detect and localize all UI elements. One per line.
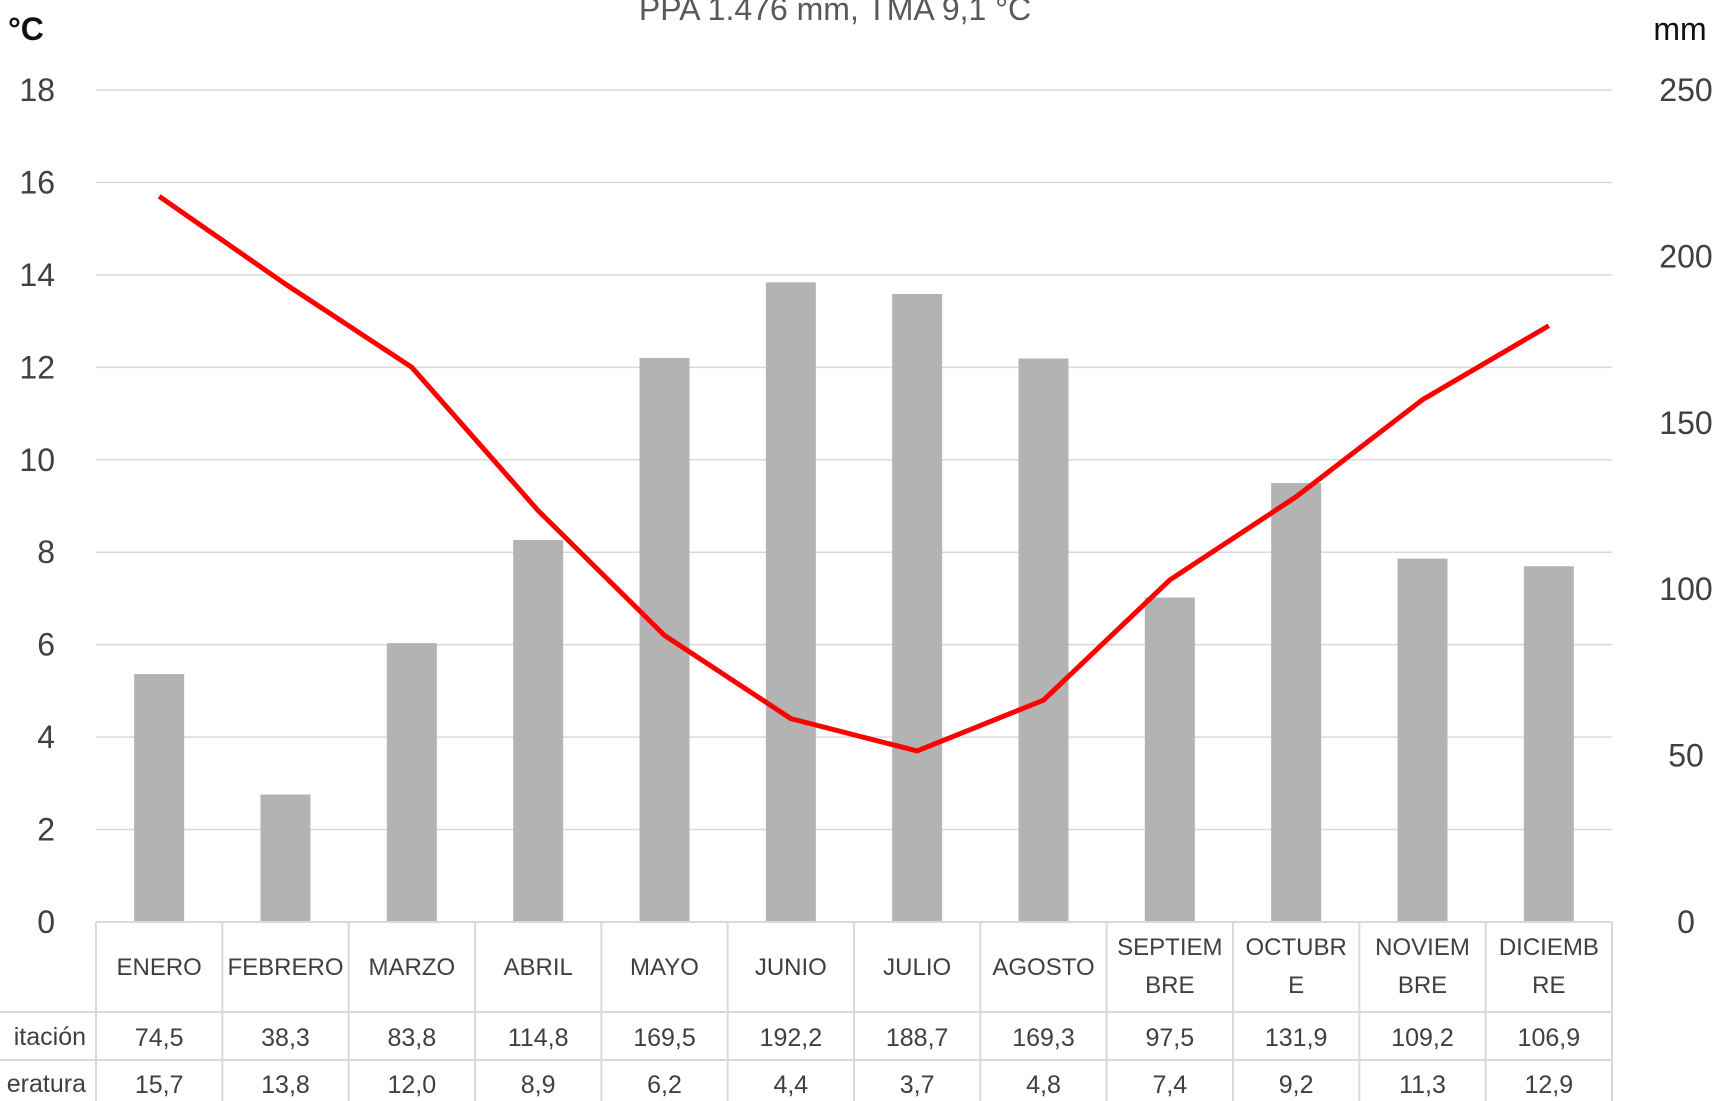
precipitation-bars [134,282,1574,923]
category-label: MARZO [368,954,455,981]
temperature-value: 4,8 [1026,1071,1061,1099]
precipitation-bar [892,294,943,922]
precipitation-value: 169,3 [1012,1024,1075,1052]
category-label: JUNIO [755,954,827,981]
precipitation-bar [1523,566,1574,922]
temperature-value: 9,2 [1279,1071,1314,1099]
temperature-value: 4,4 [773,1071,808,1099]
category-label: BRE [1398,972,1447,999]
left-axis-unit: °C [8,11,44,47]
precipitation-value: 83,8 [387,1024,436,1052]
temperature-line-group [157,194,1551,754]
category-label: JULIO [883,954,951,981]
temperature-value: 12,9 [1524,1071,1573,1099]
category-label: ENERO [116,954,201,981]
precipitation-bar [1271,483,1322,922]
temperature-value: 15,7 [135,1071,184,1099]
right-tick-label: 150 [1659,405,1712,441]
temperature-value: 8,9 [521,1071,556,1099]
left-tick-label: 12 [19,349,55,385]
temperature-value: 6,2 [647,1071,682,1099]
temperature-value: 13,8 [261,1071,310,1099]
left-tick-label: 2 [37,812,55,848]
precipitation-bar [134,674,185,922]
precipitation-bar [765,282,816,922]
temperature-value: 3,7 [900,1071,935,1099]
category-label: NOVIEM [1375,934,1470,961]
left-tick-label: 4 [37,719,55,755]
right-tick-label: 200 [1659,238,1712,274]
left-tick-label: 0 [37,904,55,940]
right-tick-label: 250 [1659,72,1712,108]
precipitation-bar [1397,558,1448,922]
precipitation-value: 109,2 [1391,1024,1454,1052]
precipitation-bar [639,357,690,922]
precipitation-value: 38,3 [261,1024,310,1052]
precipitation-bar [260,794,311,922]
temperature-value: 11,3 [1399,1071,1446,1099]
row-label-temperature: eratura [7,1070,86,1098]
right-axis-unit: mm [1653,11,1706,47]
precipitation-bar [1018,358,1069,923]
left-tick-label: 8 [37,534,55,570]
left-tick-label: 14 [19,257,55,293]
category-label: MAYO [630,954,699,981]
data-table: ENERO FEBRERO MARZO ABRIL MAYO JUNIO JULIO AGOS… [0,921,1613,1101]
precipitation-value: 131,9 [1265,1024,1328,1052]
temperature-value: 7,4 [1152,1071,1187,1099]
right-axis-ticks: 0 50 100 150 200 250 [1659,72,1712,940]
right-tick-label: 100 [1659,571,1712,607]
row-label-precipitation: itación [14,1023,86,1051]
precipitation-value: 192,2 [760,1024,823,1052]
chart-title: PPA 1.476 mm, TMA 9,1 °C [639,0,1031,27]
temperature-value: 12,0 [387,1071,436,1099]
precipitation-value: 97,5 [1145,1024,1194,1052]
category-label: BRE [1145,972,1194,999]
category-label: OCTUBR [1245,934,1346,961]
left-tick-label: 16 [19,164,55,200]
category-label: AGOSTO [992,954,1094,981]
category-label: RE [1532,972,1565,999]
gridlines [96,89,1612,923]
precipitation-value: 74,5 [135,1024,184,1052]
category-label: FEBRERO [227,954,343,981]
left-tick-label: 18 [19,72,55,108]
category-label: ABRIL [503,954,572,981]
precipitation-value: 114,8 [508,1024,569,1052]
category-label: E [1288,972,1304,999]
precipitation-value: 169,5 [633,1024,696,1052]
precipitation-value: 106,9 [1518,1024,1581,1052]
category-label: SEPTIEM [1117,934,1222,961]
right-tick-label: 0 [1677,904,1695,940]
right-tick-label: 50 [1668,738,1704,774]
precipitation-bar [513,539,564,922]
left-axis-ticks: 0 2 4 6 8 10 12 14 16 18 [19,72,55,940]
precipitation-value: 188,7 [886,1024,949,1052]
precipitation-bar [1144,597,1195,922]
temperature-line [157,194,1551,754]
left-tick-label: 10 [19,442,55,478]
category-label: DICIEMB [1499,934,1599,961]
precipitation-bar [386,643,437,922]
left-tick-label: 6 [37,627,55,663]
